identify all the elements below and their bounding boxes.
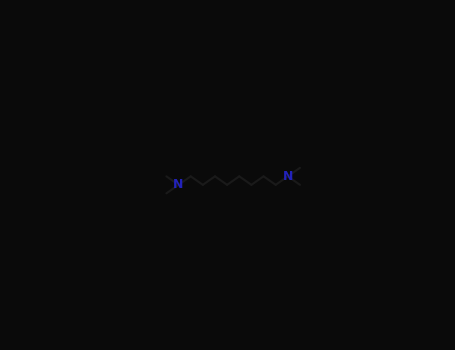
Text: N: N: [173, 178, 184, 191]
Text: N: N: [283, 170, 293, 183]
